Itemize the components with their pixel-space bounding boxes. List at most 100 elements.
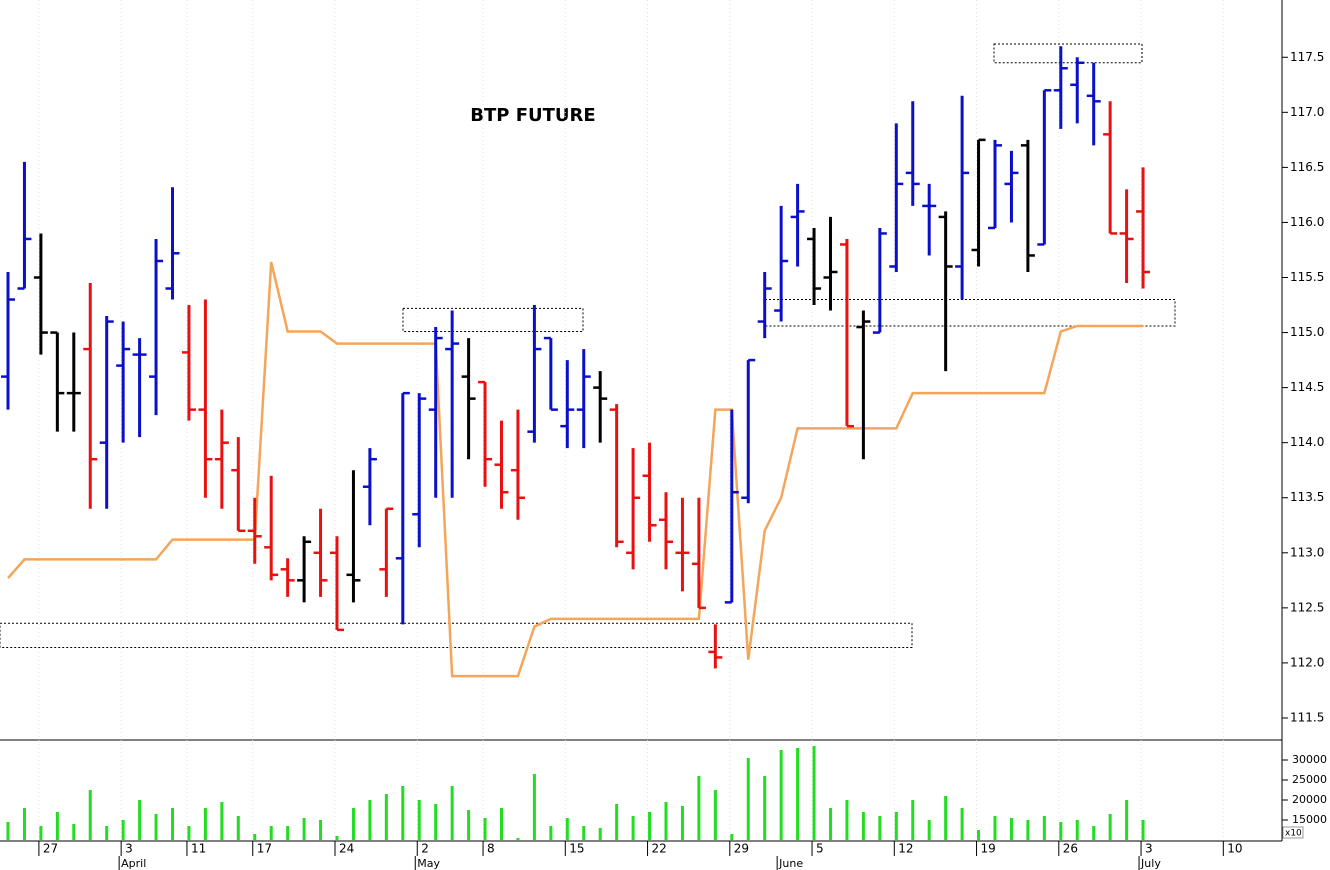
volume-bar bbox=[22, 808, 26, 840]
month-label: May bbox=[417, 857, 440, 870]
x-tick-label: 3 bbox=[125, 842, 133, 856]
volume-bar bbox=[1009, 818, 1013, 840]
volume-y-tick-label: 30000 bbox=[1292, 753, 1327, 766]
y-tick-label: 116.5 bbox=[1290, 160, 1324, 174]
volume-bar bbox=[88, 790, 92, 840]
zone bbox=[0, 622, 913, 648]
zone bbox=[402, 307, 584, 332]
volume-bar bbox=[138, 800, 142, 840]
volume-bar bbox=[1108, 814, 1112, 840]
y-tick-label: 117.5 bbox=[1290, 50, 1324, 64]
volume-bar bbox=[302, 818, 306, 840]
volume-bar bbox=[269, 826, 273, 840]
volume-bar bbox=[319, 820, 323, 840]
x-tick-label: 26 bbox=[1063, 842, 1078, 856]
volume-bar bbox=[598, 828, 602, 840]
x-tick-label: 29 bbox=[734, 842, 749, 856]
volume-bar bbox=[796, 748, 800, 840]
month-label: April bbox=[121, 857, 146, 870]
x-tick-label: 12 bbox=[898, 842, 913, 856]
zone bbox=[993, 43, 1143, 64]
average-line bbox=[7, 261, 1144, 678]
volume-bar bbox=[878, 816, 882, 840]
volume-bar bbox=[648, 812, 652, 840]
volume-bar bbox=[467, 810, 471, 840]
volume-bar bbox=[236, 816, 240, 840]
volume-bar bbox=[664, 802, 668, 840]
volume-bar bbox=[829, 808, 832, 840]
volume-bar bbox=[203, 808, 207, 840]
volume-bar bbox=[927, 820, 931, 840]
x-tick-label: 3 bbox=[1145, 842, 1153, 856]
volume-bar bbox=[565, 818, 569, 840]
y-tick-label: 117.0 bbox=[1290, 105, 1324, 119]
unit-box bbox=[1282, 826, 1304, 839]
volume-bar bbox=[944, 796, 948, 840]
volume-bar bbox=[779, 750, 783, 840]
x-tick-label: 5 bbox=[816, 842, 824, 856]
volume-bar bbox=[1026, 820, 1030, 840]
x-tick-label: 10 bbox=[1227, 842, 1242, 856]
volume-bar bbox=[532, 774, 536, 840]
volume-bar bbox=[960, 808, 964, 840]
volume-bar bbox=[1092, 826, 1096, 840]
volume-bar bbox=[171, 808, 174, 840]
volume-bar bbox=[253, 834, 257, 840]
month-label: June bbox=[778, 857, 803, 870]
volume-bar bbox=[335, 836, 339, 840]
volume-bar bbox=[105, 826, 109, 840]
x-tick-label: 11 bbox=[191, 842, 206, 856]
volume-y-tick-label: 25000 bbox=[1292, 773, 1327, 786]
volume-bar bbox=[384, 794, 388, 840]
volume-bar bbox=[450, 786, 454, 840]
volume-bar bbox=[894, 812, 898, 840]
volume-bar bbox=[72, 824, 76, 840]
x-tick-label: 8 bbox=[487, 842, 495, 856]
volume-bar bbox=[351, 808, 355, 840]
volume-bar bbox=[39, 826, 43, 840]
y-tick-label: 115.5 bbox=[1290, 270, 1324, 284]
y-tick-label: 112.0 bbox=[1290, 655, 1324, 669]
volume-bar bbox=[730, 834, 734, 840]
volume-bar bbox=[993, 816, 997, 840]
volume-bar bbox=[763, 776, 767, 840]
volume-bar bbox=[812, 746, 816, 840]
volume-bar bbox=[713, 790, 717, 840]
volume-bar bbox=[680, 806, 684, 840]
volume-bar bbox=[1125, 800, 1129, 840]
volume-bar bbox=[55, 812, 59, 840]
chart-title: BTP FUTURE bbox=[470, 105, 595, 126]
volume-bar bbox=[286, 826, 290, 840]
volume-bar bbox=[549, 826, 553, 840]
volume-bar bbox=[1042, 816, 1046, 840]
volume-bar bbox=[434, 804, 438, 840]
y-tick-label: 112.5 bbox=[1290, 600, 1324, 614]
volume-bar bbox=[187, 826, 191, 840]
volume-bar bbox=[631, 816, 635, 840]
volume-bar bbox=[1141, 820, 1145, 840]
volume-bar bbox=[516, 838, 520, 840]
x-tick-label: 27 bbox=[43, 842, 58, 856]
y-tick-label: 111.5 bbox=[1290, 710, 1324, 724]
x-tick-label: 22 bbox=[652, 842, 667, 856]
y-tick-label: 113.0 bbox=[1290, 545, 1324, 559]
volume-y-tick-label: 20000 bbox=[1292, 793, 1327, 806]
month-label: July bbox=[1140, 857, 1161, 870]
volume-bar bbox=[417, 800, 421, 840]
volume-bar bbox=[401, 786, 405, 840]
volume-bar bbox=[977, 830, 981, 840]
volume-bar bbox=[1075, 820, 1079, 840]
y-tick-label: 116.0 bbox=[1290, 215, 1324, 229]
volume-bar bbox=[697, 776, 701, 840]
volume-bar bbox=[861, 812, 865, 840]
volume-bar bbox=[6, 822, 10, 840]
volume-bar bbox=[220, 802, 224, 840]
volume-bar bbox=[845, 800, 849, 840]
volume-bar bbox=[911, 800, 915, 840]
volume-bar bbox=[500, 808, 503, 840]
x-tick-label: 24 bbox=[339, 842, 354, 856]
x-tick-label: 15 bbox=[569, 842, 584, 856]
zone bbox=[764, 299, 1176, 327]
